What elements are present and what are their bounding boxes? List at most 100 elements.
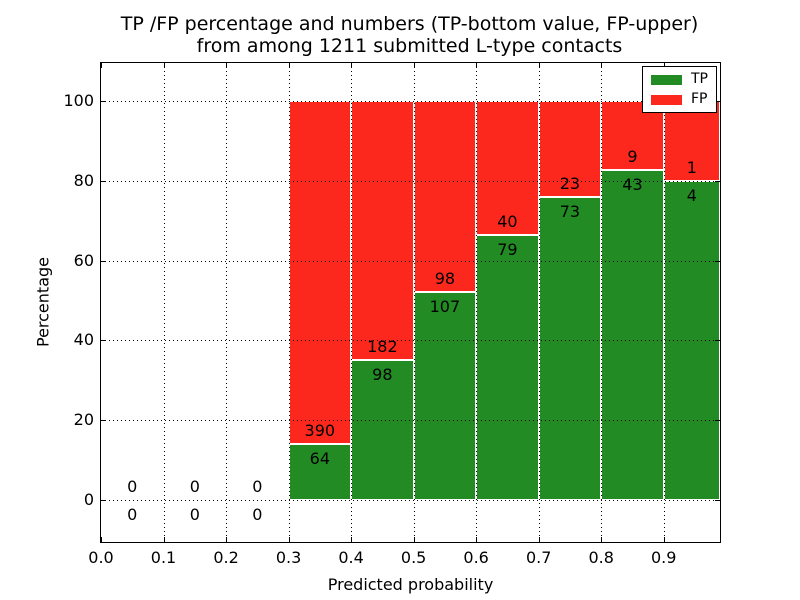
y-tick-left [101,340,106,342]
bar-fp-count-label: 9 [627,147,638,166]
bar-fp-count-label: 0 [127,477,138,497]
y-tick-right [715,420,720,422]
y-tick-left [101,180,106,182]
bar-tp-count-label: 79 [497,240,518,260]
grid-line-horizontal [101,180,720,182]
bar-fp-count-label: 182 [367,337,398,357]
bar-segment-fp [413,100,477,292]
x-tick-label: 0.7 [525,548,552,567]
bar-segment-tp [288,443,352,501]
x-tick-label: 0.4 [338,548,364,567]
grid-line-vertical [288,63,290,542]
x-tick-bottom [288,537,290,542]
x-tick-bottom [413,537,415,542]
chart-title-line1: TP /FP percentage and numbers (TP-bottom… [120,13,699,35]
x-tick-bottom [226,537,228,542]
grid-line-horizontal [101,260,720,262]
bar-segment-fp [288,100,352,444]
x-tick-bottom [476,537,478,542]
tp-color-swatch [651,74,682,85]
x-tick-bottom [538,537,540,542]
grid-line-horizontal [101,340,720,342]
y-tick-right [715,260,720,262]
plot-area: Predicted probability Percentage TP FP 0… [34,62,721,594]
x-tick-top [663,63,665,68]
chart-title: TP /FP percentage and numbers (TP-bottom… [100,13,719,57]
bar-segment-tp [538,196,602,501]
y-tick-label: 20 [73,410,94,430]
bar-segment-tp [601,170,664,501]
bar-segment-fp [663,100,720,181]
bar-tp-count-label: 73 [559,201,581,221]
grid-line-vertical [226,63,228,542]
legend-item-tp: TP [651,72,708,87]
x-tick-top [538,63,540,68]
legend-label-tp: TP [691,71,708,87]
bar-tp-count-label: 107 [429,296,461,316]
x-tick-top [351,63,353,68]
bar-tp-count-label: 0 [127,505,138,525]
bar-fp-count-label: 23 [559,173,581,193]
bar-fp-count-label: 1 [686,157,697,177]
bar-tp-count-label: 43 [622,175,643,194]
bar-fp-count-label: 40 [497,212,518,232]
y-tick-left [101,500,106,502]
x-tick-top [101,63,102,68]
grid-line-vertical [663,63,665,542]
bar-tp-count-label: 0 [189,505,200,525]
bar-segment-fp [351,100,414,361]
x-tick-top [601,63,603,68]
x-tick-label: 0.3 [275,548,302,567]
bar-tp-count-label: 64 [309,448,330,468]
y-tick-right [715,180,720,182]
x-axis-label: Predicted probability [327,575,494,594]
y-tick-label: 60 [73,250,94,270]
x-tick-top [413,63,415,68]
x-tick-bottom [163,537,165,542]
x-tick-top [163,63,165,68]
grid-line-vertical [413,63,415,542]
legend-label-fp: FP [691,91,708,107]
y-tick-label: 40 [73,330,94,350]
x-tick-top [476,63,478,68]
bar-fp-count-label: 98 [434,268,456,288]
bar-fp-count-label: 390 [304,420,336,440]
x-tick-label: 0.9 [650,548,677,567]
bar-tp-count-label: 0 [252,505,263,525]
x-tick-bottom [351,537,353,542]
bar-tp-count-label: 98 [372,365,393,385]
grid-line-horizontal [101,500,720,502]
y-tick-right [715,100,720,102]
x-tick-bottom [663,537,665,542]
x-tick-label: 0.0 [88,548,114,567]
grid-line-vertical [476,63,478,542]
grid-line-vertical [538,63,540,542]
x-tick-label: 0.1 [150,548,177,567]
chart-title-line2: from among 1211 submitted L-type contact… [196,35,623,57]
x-tick-label: 0.6 [463,548,489,567]
y-tick-label: 80 [73,170,94,190]
grid-line-vertical [163,63,165,542]
y-tick-right [715,340,720,342]
y-tick-left [101,420,106,422]
x-tick-top [288,63,290,68]
bar-fp-count-label: 0 [252,477,263,497]
bar-fp-count-label: 0 [189,477,200,497]
bar-tp-count-label: 4 [686,185,697,205]
x-tick-label: 0.5 [400,548,427,567]
bar-segment-fp [538,100,602,197]
y-tick-label: 100 [63,90,94,110]
x-tick-label: 0.2 [213,548,239,567]
fp-color-swatch [651,94,682,105]
grid-line-vertical [351,63,353,542]
x-tick-label: 0.8 [588,548,614,567]
y-tick-label: 0 [83,490,94,510]
bar-segment-tp [476,235,539,501]
x-tick-bottom [101,537,102,542]
legend-item-fp: FP [651,92,708,107]
grid-line-horizontal [101,100,720,102]
y-tick-left [101,100,106,102]
y-tick-right [715,500,720,502]
y-tick-left [101,260,106,262]
